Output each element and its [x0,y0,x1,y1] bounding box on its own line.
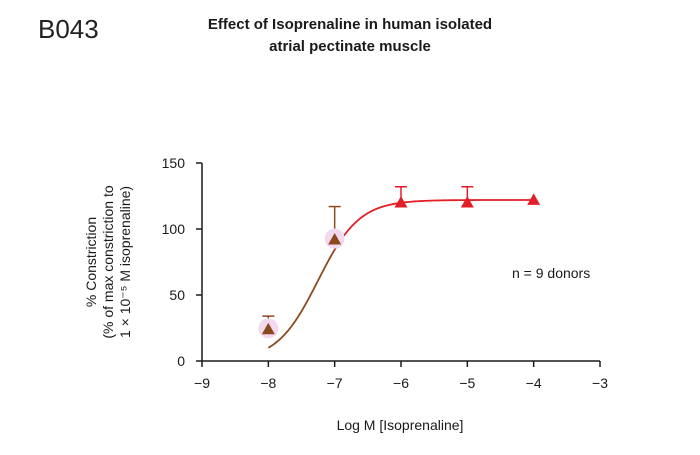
y-tick-label: 100 [162,221,186,237]
fitted-curve [267,199,534,349]
curve-segment-red [333,199,534,251]
data-point-triangle [394,196,408,208]
x-axis-label: Log M [Isoprenaline] [337,417,464,433]
data-point-triangle [328,232,342,245]
y-axis-label: % Constriction (% of max constriction to 1… [83,185,133,338]
x-tick-label: −5 [459,375,475,391]
x-tick-label: −8 [260,375,276,391]
data-point-triangle [527,193,541,205]
figure-code: B043 [38,14,99,44]
curve-segment-brown [267,249,336,349]
data-point-triangle [460,196,474,208]
chart-title-line-2: atrial pectinate muscle [269,38,431,55]
axes: −9 −8 −7 −6 −5 −4 −3 0 50 100 150 [162,155,609,391]
donor-count-annotation: n = 9 donors [512,265,590,281]
x-tick-label: −3 [592,375,608,391]
x-tick-label: −7 [327,375,343,391]
y-tick-label: 50 [169,287,185,303]
data-points [258,193,541,339]
chart-title: Effect of Isoprenaline in human isolated… [150,14,550,58]
x-tick-label: −4 [526,375,542,391]
y-axis-label-line: 1 × 10⁻⁵ M isoprenaline) [117,186,133,338]
data-point-triangle [261,322,275,335]
error-bars [262,186,474,330]
y-axis-label-line: % Constriction [83,217,99,307]
y-tick-label: 150 [162,155,186,171]
chart-title-line-1: Effect of Isoprenaline in human isolated [207,16,493,33]
y-axis-label-line: (% of max constriction to [100,185,116,338]
y-tick-label: 0 [177,353,185,369]
x-tick-label: −9 [194,375,210,391]
x-tick-label: −6 [393,375,409,391]
